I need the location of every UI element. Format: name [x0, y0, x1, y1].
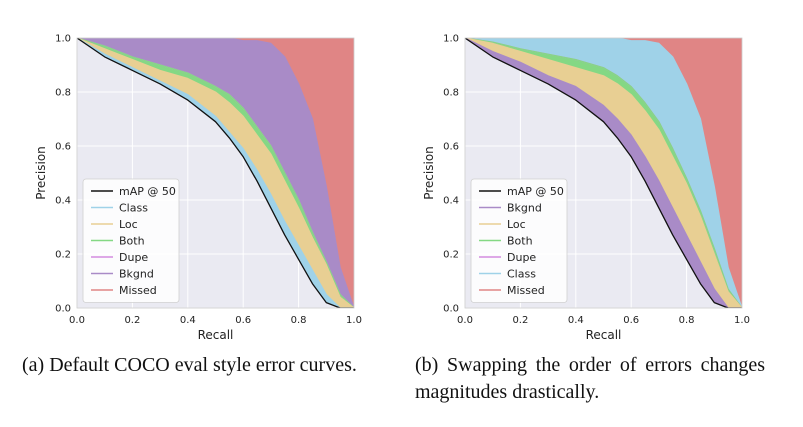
plot-frame	[464, 37, 743, 309]
legend: mAP @ 50 Bkgnd Loc Both Dupe Class Missed	[470, 178, 568, 303]
x-tick-label: 1.0	[734, 315, 750, 326]
area-loc	[465, 38, 742, 308]
area-bkgnd	[77, 38, 354, 308]
legend-label: Both	[507, 235, 533, 248]
y-tick-label: 0.2	[443, 250, 459, 261]
caption-b: (b) Swapping the order of errors changes…	[415, 354, 765, 403]
chart-b: 0.0 0.2 0.4 0.6 0.8 1.0 0.0 0.2 0.4 0.6 0.8 1.0 Reca…	[422, 34, 750, 343]
x-tick-label: 0.2	[512, 315, 528, 326]
y-tick-label: 0.6	[443, 142, 459, 153]
legend-label: Dupe	[507, 251, 536, 264]
legend-box	[82, 178, 180, 303]
legend-label: Bkgnd	[119, 268, 154, 281]
legend-label: Both	[119, 235, 145, 248]
x-tick-label: 1.0	[346, 315, 362, 326]
legend-label: Loc	[507, 218, 526, 231]
y-tick-label: 1.0	[55, 34, 71, 45]
legend-label: Missed	[507, 284, 545, 297]
line-class	[465, 38, 742, 308]
legend-label: Class	[507, 268, 536, 281]
y-tick-label: 0.0	[443, 304, 459, 315]
x-tick-label: 0.4	[180, 315, 196, 326]
caption-a: (a) Default COCO eval style error curves…	[22, 354, 357, 376]
area-missed	[465, 38, 742, 308]
x-tick-label: 0.6	[235, 315, 251, 326]
y-tick-label: 0.8	[443, 88, 459, 99]
line-bkgnd	[465, 38, 742, 308]
y-tick-label: 0.4	[443, 196, 459, 207]
x-tick-label: 0.2	[124, 315, 140, 326]
legend-label: Class	[119, 202, 148, 215]
chart-a: 0.0 0.2 0.4 0.6 0.8 1.0 0.0 0.2 0.4 0.6 0.8 1.0 Reca…	[34, 34, 362, 343]
legend-label: mAP @ 50	[507, 185, 564, 198]
x-tick-label: 0.4	[568, 315, 584, 326]
legend-label: Bkgnd	[507, 202, 542, 215]
line-both	[465, 38, 742, 308]
line-map-50	[77, 38, 354, 308]
y-tick-label: 1.0	[443, 34, 459, 45]
legend: mAP @ 50 Class Loc Both Dupe Bkgnd Missed	[82, 178, 180, 303]
line-map-50	[465, 38, 742, 308]
legend-label: mAP @ 50	[119, 185, 176, 198]
line-class	[77, 38, 354, 308]
x-tick-label: 0.8	[291, 315, 307, 326]
area-class	[465, 38, 742, 308]
x-tick-label: 0.8	[679, 315, 695, 326]
x-axis-label: Recall	[586, 328, 622, 342]
y-tick-label: 0.6	[55, 142, 71, 153]
areas	[77, 38, 354, 308]
legend-label: Dupe	[119, 251, 148, 264]
plot-frame	[76, 37, 355, 309]
x-axis-label: Recall	[198, 328, 234, 342]
areas	[465, 38, 742, 308]
x-tick-label: 0.0	[457, 315, 473, 326]
x-tick-label: 0.6	[623, 315, 639, 326]
y-tick-label: 0.0	[55, 304, 71, 315]
line-bkgnd	[77, 38, 354, 308]
line-both	[77, 38, 354, 308]
legend-box	[470, 178, 568, 303]
y-tick-label: 0.8	[55, 88, 71, 99]
legend-label: Loc	[119, 218, 138, 231]
y-axis-label: Precision	[34, 146, 48, 200]
area-missed	[77, 38, 354, 308]
y-axis-label: Precision	[422, 146, 436, 200]
legend-label: Missed	[119, 284, 157, 297]
line-loc	[77, 38, 354, 308]
x-tick-label: 0.0	[69, 315, 85, 326]
y-tick-label: 0.2	[55, 250, 71, 261]
figure: 0.0 0.2 0.4 0.6 0.8 1.0 0.0 0.2 0.4 0.6 0.8 1.0 Reca…	[34, 34, 750, 343]
y-tick-label: 0.4	[55, 196, 71, 207]
line-loc	[465, 38, 742, 308]
